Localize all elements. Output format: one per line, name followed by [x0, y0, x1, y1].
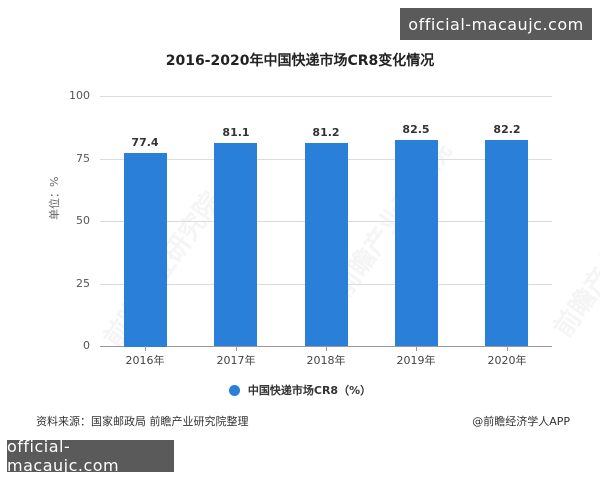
bar-value-label: 82.5	[402, 123, 430, 136]
bar	[124, 153, 167, 347]
y-tick-label: 0	[83, 339, 90, 352]
chart-title: 2016-2020年中国快递市场CR8变化情况	[165, 53, 435, 69]
bar-value-label: 81.2	[312, 126, 340, 139]
watermark-banner-top: official-macaujc.com	[400, 8, 592, 40]
bar	[395, 140, 438, 346]
x-tick	[507, 346, 508, 351]
x-tick-label: 2017年	[216, 354, 256, 367]
source-note: 资料来源：国家邮政局 前瞻产业研究院整理	[36, 415, 249, 428]
bar-value-label: 81.1	[222, 126, 250, 139]
bar	[214, 143, 257, 346]
y-tick-label: 100	[69, 89, 90, 102]
watermark-banner-bottom: official-macaujc.com	[7, 437, 174, 475]
legend-marker-icon	[228, 384, 240, 396]
y-tick-label: 75	[76, 152, 90, 165]
x-tick	[145, 346, 146, 351]
x-tick-label: 2020年	[487, 354, 527, 367]
legend: 中国快递市场CR8（%）	[0, 382, 600, 398]
bar-value-label: 82.2	[493, 123, 521, 136]
x-tick	[236, 346, 237, 351]
background-watermark: 前瞻产业研究院	[548, 176, 600, 344]
gridline	[100, 96, 552, 97]
credit-note: @前瞻经济学人APP	[472, 415, 570, 428]
y-tick-label: 50	[76, 214, 90, 227]
x-tick-label: 2016年	[125, 354, 165, 367]
x-tick-label: 2019年	[396, 354, 436, 367]
x-tick	[326, 346, 327, 351]
y-tick-label: 25	[76, 277, 90, 290]
x-tick	[416, 346, 417, 351]
bar-value-label: 77.4	[131, 136, 159, 149]
legend-label: 中国快递市场CR8（%）	[247, 384, 372, 397]
bar	[485, 140, 528, 346]
x-tick-label: 2018年	[306, 354, 346, 367]
bar	[305, 143, 348, 346]
